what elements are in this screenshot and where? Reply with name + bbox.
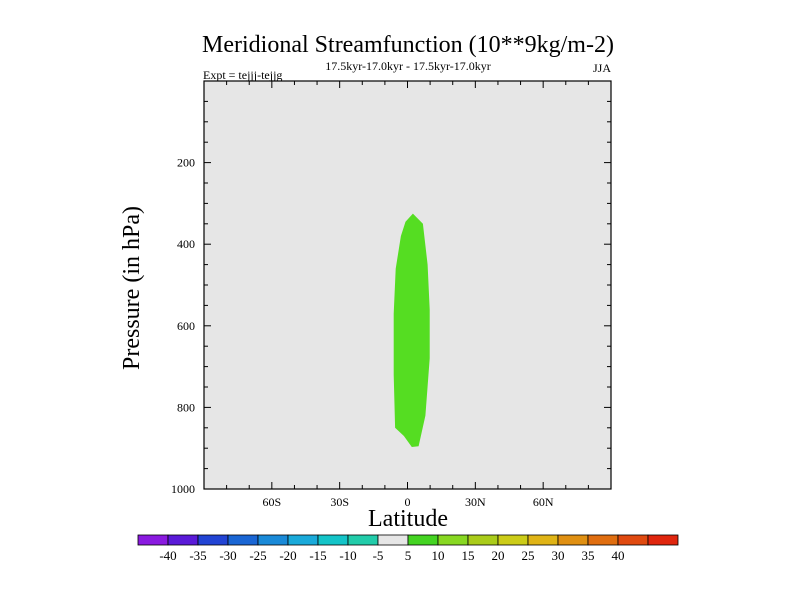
- colorbar-swatch: [257, 534, 289, 546]
- colorbar-label: -35: [189, 548, 206, 563]
- subtitle-right: JJA: [593, 61, 611, 75]
- colorbar-swatch: [317, 534, 349, 546]
- x-tick-label: 60N: [533, 495, 554, 509]
- colorbar-label: 40: [612, 548, 625, 563]
- colorbar-swatch: [167, 534, 199, 546]
- colorbar-swatch: [437, 534, 469, 546]
- y-tick-label: 800: [177, 400, 195, 414]
- y-tick-label: 1000: [171, 482, 195, 496]
- y-tick-label: 400: [177, 237, 195, 251]
- colorbar-label: -40: [159, 548, 176, 563]
- x-tick-label: 60S: [262, 495, 281, 509]
- colorbar-swatch: [227, 534, 259, 546]
- subtitle-left: Expt = tejjj-tejjg: [203, 68, 282, 82]
- x-axis-label: Latitude: [368, 506, 448, 532]
- colorbar-swatch: [587, 534, 619, 546]
- colorbar-swatch: [467, 534, 499, 546]
- x-tick-label: 30S: [330, 495, 349, 509]
- x-axis: 60S 30S 0 30N 60N: [226, 81, 589, 509]
- colorbar-swatch: [497, 534, 529, 546]
- colorbar-label: -25: [249, 548, 266, 563]
- colorbar-swatch: [287, 534, 319, 546]
- colorbar-label: -10: [339, 548, 356, 563]
- colorbar-label: -30: [219, 548, 236, 563]
- colorbar-swatch: [377, 534, 409, 546]
- colorbar-label: 10: [432, 548, 445, 563]
- colorbar-label: -15: [309, 548, 326, 563]
- subtitle-center: 17.5kyr-17.0kyr - 17.5kyr-17.0kyr: [325, 59, 491, 73]
- x-tick-label: 0: [405, 495, 411, 509]
- y-axis: 200 400 600 800 1000: [171, 100, 611, 496]
- colorbar-labels: -40 -35 -30 -25 -20 -15 -10 -5 5 10 15 20 25 30 35 40: [159, 548, 624, 563]
- y-tick-label: 600: [177, 319, 195, 333]
- x-tick-label: 30N: [465, 495, 486, 509]
- colorbar-swatch: [347, 534, 379, 546]
- colorbar-swatch: [407, 534, 439, 546]
- filled-regions: [393, 213, 430, 447]
- contour-region-0: [393, 213, 430, 447]
- colorbar-label: 5: [405, 548, 412, 563]
- colorbar-swatch: [647, 534, 679, 546]
- colorbar-label: 35: [582, 548, 595, 563]
- colorbar-label: 15: [462, 548, 475, 563]
- y-tick-label: 200: [177, 156, 195, 170]
- colorbar-swatch: [137, 534, 169, 546]
- colorbar-label: -5: [373, 548, 384, 563]
- colorbar-swatch: [527, 534, 559, 546]
- colorbar-swatch: [197, 534, 229, 546]
- chart-title: Meridional Streamfunction (10**9kg/m-2): [202, 32, 614, 58]
- colorbar-swatch: [557, 534, 589, 546]
- colorbar: [137, 534, 679, 546]
- y-axis-label: Pressure (in hPa): [119, 206, 145, 370]
- colorbar-swatch: [617, 534, 649, 546]
- colorbar-label: -20: [279, 548, 296, 563]
- colorbar-label: 25: [522, 548, 535, 563]
- colorbar-label: 30: [552, 548, 565, 563]
- colorbar-label: 20: [492, 548, 505, 563]
